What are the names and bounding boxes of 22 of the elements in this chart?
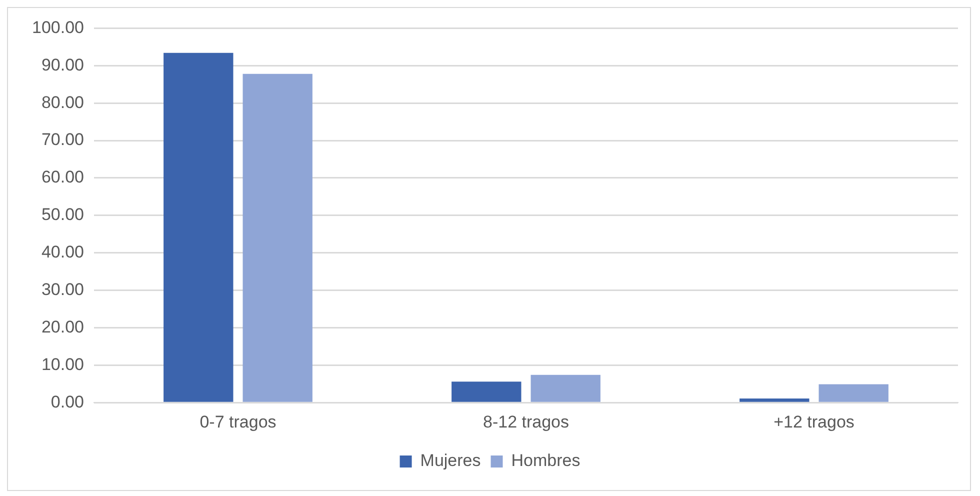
legend-label: Mujeres: [420, 451, 481, 470]
y-tick-label: 0.00: [50, 392, 84, 412]
x-tick-label: +12 tragos: [774, 412, 854, 432]
y-tick-label: 80.00: [41, 92, 84, 112]
bar: [242, 74, 312, 402]
bar: [530, 374, 600, 402]
y-tick-label: 40.00: [41, 242, 84, 262]
y-tick-label: 60.00: [41, 168, 84, 187]
bar: [740, 398, 810, 402]
y-tick-label: 90.00: [41, 55, 84, 74]
legend-label: Hombres: [511, 451, 580, 470]
y-tick-label: 100.00: [32, 18, 84, 37]
x-tick-label: 0-7 tragos: [200, 412, 276, 432]
bar: [164, 52, 234, 402]
x-tick-label: 8-12 tragos: [483, 412, 569, 432]
bar: [452, 382, 522, 402]
y-tick-label: 30.00: [41, 280, 84, 299]
bar: [818, 384, 888, 402]
y-tick-label: 20.00: [41, 317, 84, 336]
y-tick-label: 70.00: [41, 130, 84, 150]
y-tick-label: 50.00: [41, 205, 84, 224]
y-tick-label: 10.00: [41, 354, 84, 374]
